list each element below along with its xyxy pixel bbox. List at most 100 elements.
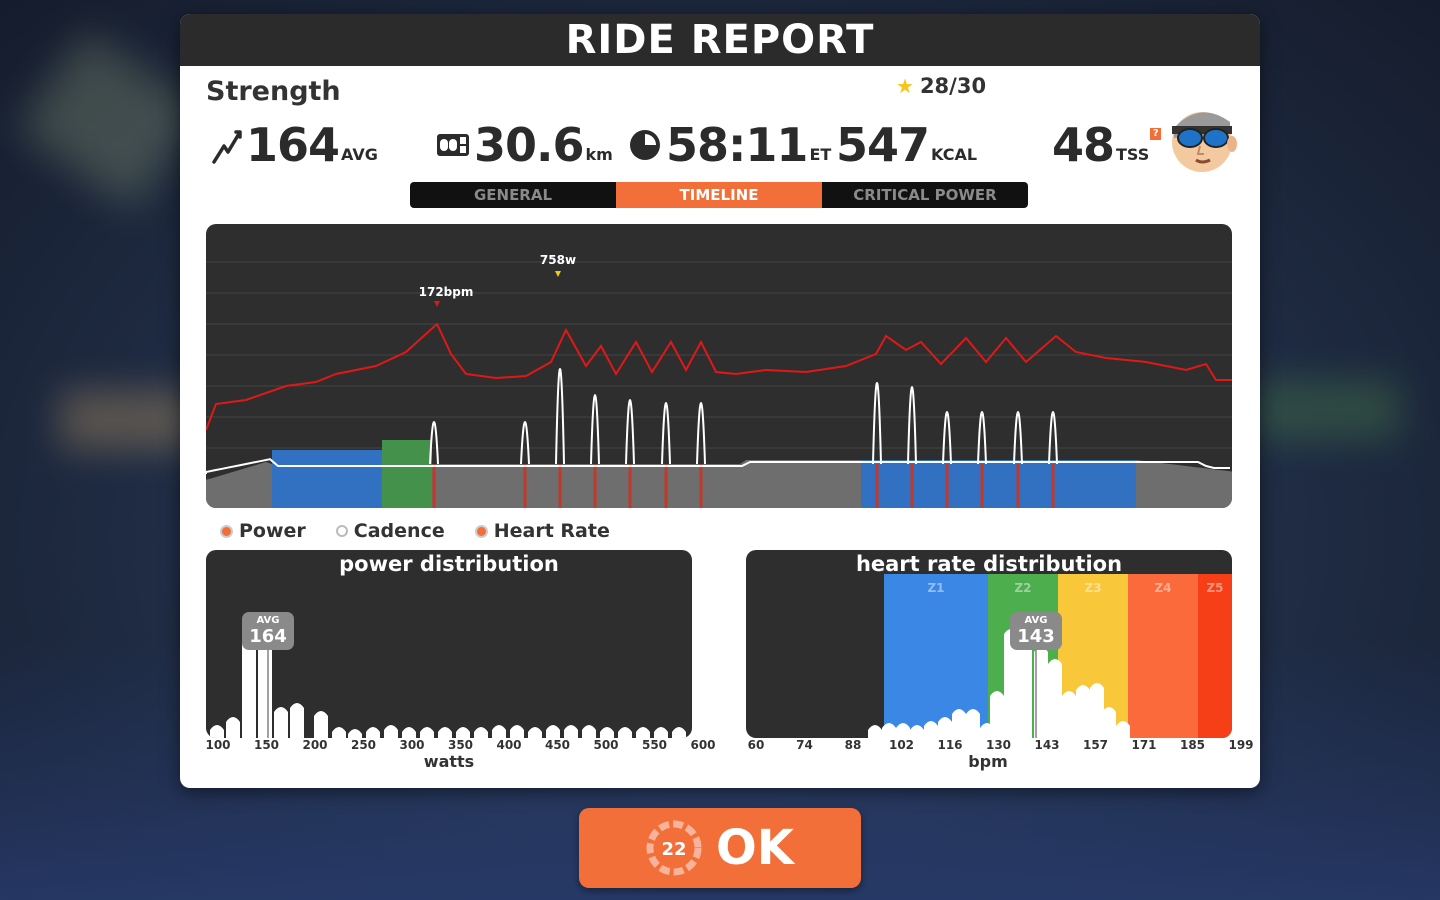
avg-power-metric: 164 AVG	[212, 114, 378, 170]
panel-title: RIDE REPORT	[180, 14, 1260, 66]
calories-metric: 547 KCAL	[836, 114, 977, 170]
legend-heart-rate-toggle[interactable]: Heart Rate	[474, 520, 610, 542]
hr-axis-unit: bpm	[968, 752, 1008, 771]
axis-tick-label: 88	[844, 738, 862, 752]
legend-label: Cadence	[353, 520, 445, 542]
power-histogram-bar	[474, 727, 488, 738]
power-histogram-bar	[600, 727, 614, 738]
calories-unit: KCAL	[931, 145, 978, 164]
hr-histogram-bar	[868, 725, 882, 738]
hr-histogram-bar	[1004, 629, 1018, 738]
axis-tick-label: 60	[747, 738, 765, 752]
cadence-line	[206, 458, 1230, 474]
radio-on-icon	[220, 524, 233, 538]
power-histogram-bar	[654, 727, 668, 738]
tss-help-icon[interactable]: ?	[1150, 128, 1162, 140]
distance-metric: 30.6 km	[436, 114, 613, 170]
legend-label: Power	[239, 520, 306, 542]
distance-value: 30.6	[474, 118, 584, 172]
axis-tick-label: 300	[399, 738, 425, 752]
power-spike	[555, 368, 565, 465]
ok-button-label: OK	[716, 820, 794, 876]
elapsed-time-metric: 58:11 ET	[628, 114, 831, 170]
ride-report-panel: RIDE REPORT Strength ★ 28/30 164 AVG 30.6…	[180, 14, 1260, 788]
axis-tick-label: 200	[302, 738, 328, 752]
timeline-svg: 758w 172bpm	[206, 253, 1232, 508]
avg-power-value: 164	[246, 118, 340, 172]
legend-label: Heart Rate	[493, 520, 610, 542]
power-spike	[1013, 411, 1023, 465]
peak-power-label: 758w	[540, 253, 576, 267]
background-blur	[1250, 380, 1400, 440]
peak-hr-label: 172bpm	[419, 285, 474, 299]
power-spike	[907, 386, 917, 465]
heart-rate-distribution-svg: Z1 Z2 Z3 Z4 Z5	[868, 574, 1232, 738]
power-avg-badge: AVG 164	[242, 612, 294, 650]
hr-histogram-bar	[1048, 659, 1062, 738]
axis-tick-label: 143	[1034, 738, 1060, 752]
hr-zone-label: Z3	[1084, 581, 1101, 595]
odometer-icon	[437, 134, 469, 156]
power-distribution-chart: power distribution AVG 164	[206, 550, 692, 738]
tab-critical-power[interactable]: CRITICAL POWER	[853, 186, 997, 204]
power-histogram-bar	[492, 725, 506, 738]
hr-histogram-bar	[966, 709, 980, 738]
axis-tick-label: 550	[641, 738, 668, 752]
power-histogram-bar	[402, 727, 416, 738]
power-zone-block	[272, 450, 382, 508]
star-icon: ★	[896, 74, 914, 98]
power-spikes	[429, 368, 1058, 508]
axis-tick-label: 74	[796, 738, 813, 752]
axis-tick-label: 350	[447, 738, 474, 752]
tss-value: 48	[1052, 118, 1115, 172]
avg-label: AVG	[256, 615, 280, 626]
hr-histogram-bar	[1076, 685, 1090, 738]
power-histogram-bar	[274, 707, 288, 738]
distance-unit: km	[585, 145, 613, 164]
hr-avg-badge: AVG 143	[1010, 612, 1062, 650]
hr-zone-label: Z4	[1154, 581, 1171, 595]
hr-histogram-bar	[1090, 683, 1104, 738]
axis-tick-label: 102	[888, 738, 915, 752]
heart-rate-distribution-title: heart rate distribution	[855, 552, 1123, 576]
power-distribution-title: power distribution	[339, 552, 559, 576]
radio-on-icon	[474, 524, 488, 538]
power-histogram-bar	[314, 711, 328, 738]
power-histogram-bar	[564, 725, 578, 738]
axis-tick-label: 100	[205, 738, 231, 752]
legend-cadence-toggle[interactable]: Cadence	[335, 520, 445, 542]
power-zone-block	[861, 460, 1136, 508]
timeline-legend: Power Cadence Heart Rate	[220, 520, 610, 542]
avg-value: 143	[1017, 626, 1055, 647]
timeline-chart[interactable]: 758w 172bpm	[206, 224, 1232, 508]
power-distribution-svg	[210, 629, 686, 738]
avg-label: AVG	[1024, 615, 1048, 626]
tab-timeline[interactable]: TIMELINE	[616, 182, 822, 208]
hr-histogram-bar	[1102, 707, 1116, 738]
power-distribution-axis: 100 150 200 250 300 350 400 450 500 550 600	[205, 738, 715, 754]
elapsed-time-unit: ET	[809, 145, 832, 164]
background-blur	[60, 390, 200, 450]
axis-tick-label: 400	[496, 738, 522, 752]
power-histogram-bar	[366, 727, 380, 738]
hr-histogram-bar	[1116, 721, 1130, 738]
stars-count: ★ 28/30	[896, 74, 986, 98]
power-spike	[872, 382, 882, 465]
power-histogram-bar	[348, 729, 362, 738]
ok-button[interactable]: 22 OK	[579, 808, 861, 888]
clock-icon	[630, 130, 660, 160]
rider-avatar	[1172, 112, 1237, 172]
power-histogram-bar	[290, 703, 304, 738]
hr-zone-band	[1198, 574, 1232, 738]
hr-histogram-bar	[896, 723, 910, 738]
calories-value: 547	[836, 118, 930, 172]
legend-power-toggle[interactable]: Power	[220, 520, 306, 542]
axis-tick-label: 130	[985, 738, 1012, 752]
tab-general[interactable]: GENERAL	[473, 186, 553, 204]
power-histogram-bar	[456, 727, 470, 738]
hr-zone-label: Z5	[1206, 581, 1223, 595]
power-spike	[942, 411, 952, 465]
power-spike	[625, 399, 635, 465]
power-histogram-bar	[582, 725, 596, 738]
avg-power-unit: AVG	[341, 145, 378, 164]
